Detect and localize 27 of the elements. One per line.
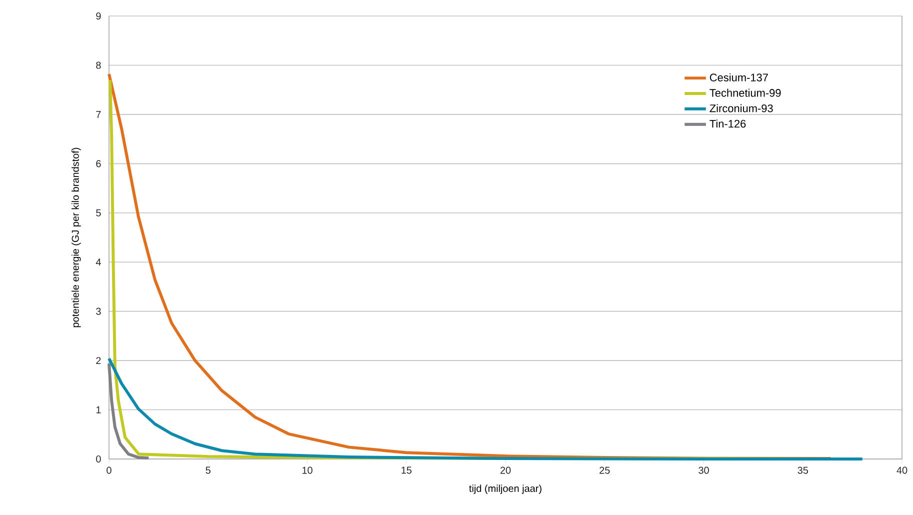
x-tick-label: 20 <box>500 466 511 474</box>
line-series <box>108 362 150 460</box>
y-tick-label: 0 <box>96 455 101 463</box>
x-tick-label: 15 <box>402 466 412 474</box>
line-series <box>108 357 864 460</box>
x-tick-label: 40 <box>896 466 908 474</box>
y-axis-title: potentiele energie (GJ per kilo brandstof) <box>72 148 81 328</box>
y-tick-label: 2 <box>96 357 101 364</box>
y-tick-label: 1 <box>96 406 101 414</box>
x-tick-label: 5 <box>206 466 210 474</box>
x-tick-label: 25 <box>600 466 610 474</box>
legend-label: Tin-126 <box>710 120 746 128</box>
y-tick-label: 5 <box>96 209 101 216</box>
legend-label: Cesium-137 <box>710 73 768 82</box>
x-tick-label: 0 <box>106 466 112 474</box>
legend-label: Technetium-99 <box>710 88 781 97</box>
y-tick-label: 8 <box>96 62 101 69</box>
y-tick-label: 7 <box>96 111 101 118</box>
legend-label: Zirconium-93 <box>710 104 773 112</box>
y-tick-label: 6 <box>96 160 101 168</box>
y-tick-label: 4 <box>96 258 101 266</box>
x-axis-title: tijd (miljoen jaar) <box>469 484 542 494</box>
x-tick-label: 10 <box>302 466 312 474</box>
y-tick-label: 9 <box>96 12 101 20</box>
x-tick-label: 35 <box>798 466 808 474</box>
x-tick-label: 30 <box>698 466 709 474</box>
y-tick-label: 3 <box>96 308 101 315</box>
